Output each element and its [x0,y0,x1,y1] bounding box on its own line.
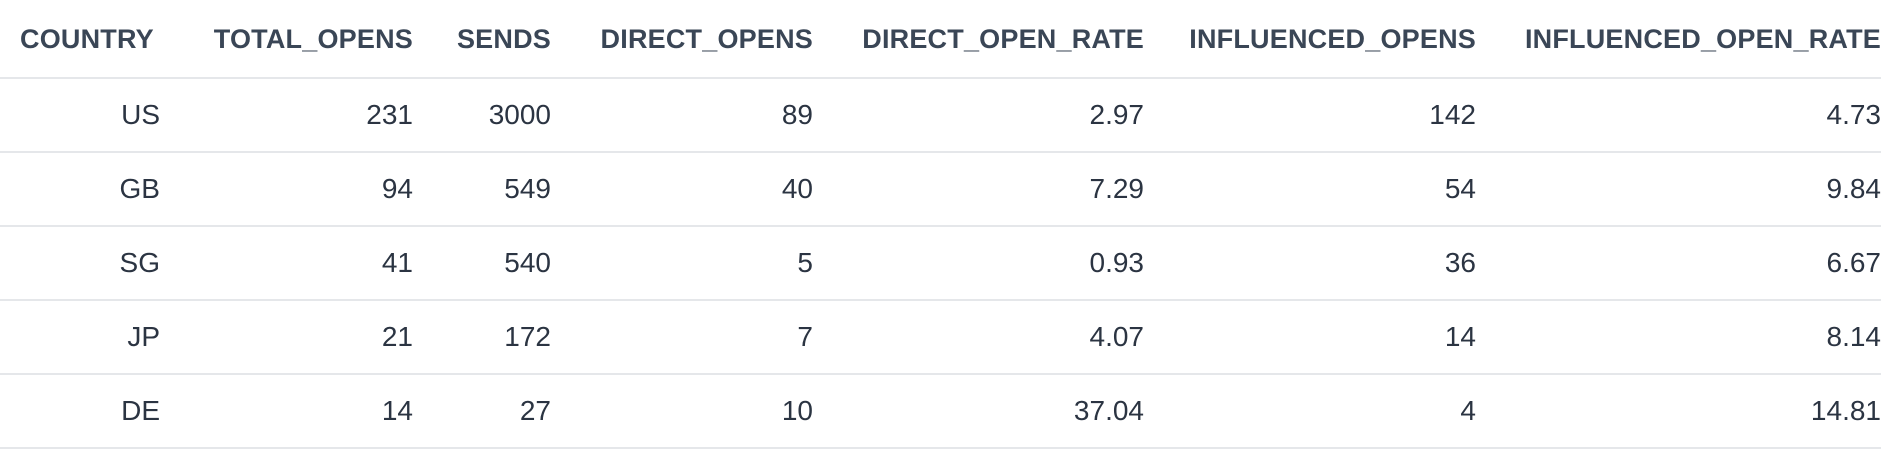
cell-influenced-opens: 142 [1144,78,1476,153]
cell-country: DE [0,374,186,449]
cell-total-opens: 231 [186,78,413,153]
cell-total-opens: 14 [186,374,413,449]
cell-country: GB [0,152,186,227]
cell-influenced-open-rate: 6.67 [1476,226,1881,301]
cell-influenced-open-rate: 4.73 [1476,78,1881,153]
cell-direct-open-rate: 7.29 [813,152,1144,227]
table-row: SG 41 540 5 0.93 36 6.67 [0,226,1881,301]
cell-sends: 3000 [413,78,551,153]
cell-direct-opens: 10 [551,374,813,449]
cell-direct-opens: 40 [551,152,813,227]
column-header-total-opens[interactable]: TOTAL_OPENS [186,0,413,79]
cell-influenced-opens: 4 [1144,374,1476,449]
cell-sends: 549 [413,152,551,227]
column-header-influenced-open-rate[interactable]: INFLUENCED_OPEN_RATE [1476,0,1881,79]
column-header-influenced-opens[interactable]: INFLUENCED_OPENS [1144,0,1476,79]
cell-direct-open-rate: 4.07 [813,300,1144,375]
cell-total-opens: 41 [186,226,413,301]
cell-influenced-opens: 14 [1144,300,1476,375]
cell-country: US [0,78,186,153]
column-header-direct-open-rate[interactable]: DIRECT_OPEN_RATE [813,0,1144,79]
cell-influenced-opens: 54 [1144,152,1476,227]
cell-influenced-open-rate: 14.81 [1476,374,1881,449]
cell-influenced-open-rate: 9.84 [1476,152,1881,227]
table-row: DE 14 27 10 37.04 4 14.81 [0,374,1881,449]
column-header-direct-opens[interactable]: DIRECT_OPENS [551,0,813,79]
cell-direct-opens: 7 [551,300,813,375]
cell-direct-open-rate: 2.97 [813,78,1144,153]
column-header-country[interactable]: COUNTRY [0,0,186,79]
table-row: GB 94 549 40 7.29 54 9.84 [0,152,1881,227]
table-row: US 231 3000 89 2.97 142 4.73 [0,78,1881,153]
column-header-sends[interactable]: SENDS [413,0,551,79]
cell-influenced-opens: 36 [1144,226,1476,301]
cell-direct-opens: 89 [551,78,813,153]
cell-sends: 540 [413,226,551,301]
cell-sends: 27 [413,374,551,449]
cell-influenced-open-rate: 8.14 [1476,300,1881,375]
cell-direct-open-rate: 0.93 [813,226,1144,301]
cell-direct-opens: 5 [551,226,813,301]
table-header-row: COUNTRY TOTAL_OPENS SENDS DIRECT_OPENS D… [0,0,1881,79]
cell-country: SG [0,226,186,301]
table-row: JP 21 172 7 4.07 14 8.14 [0,300,1881,375]
cell-total-opens: 21 [186,300,413,375]
cell-sends: 172 [413,300,551,375]
cell-total-opens: 94 [186,152,413,227]
cell-direct-open-rate: 37.04 [813,374,1144,449]
cell-country: JP [0,300,186,375]
